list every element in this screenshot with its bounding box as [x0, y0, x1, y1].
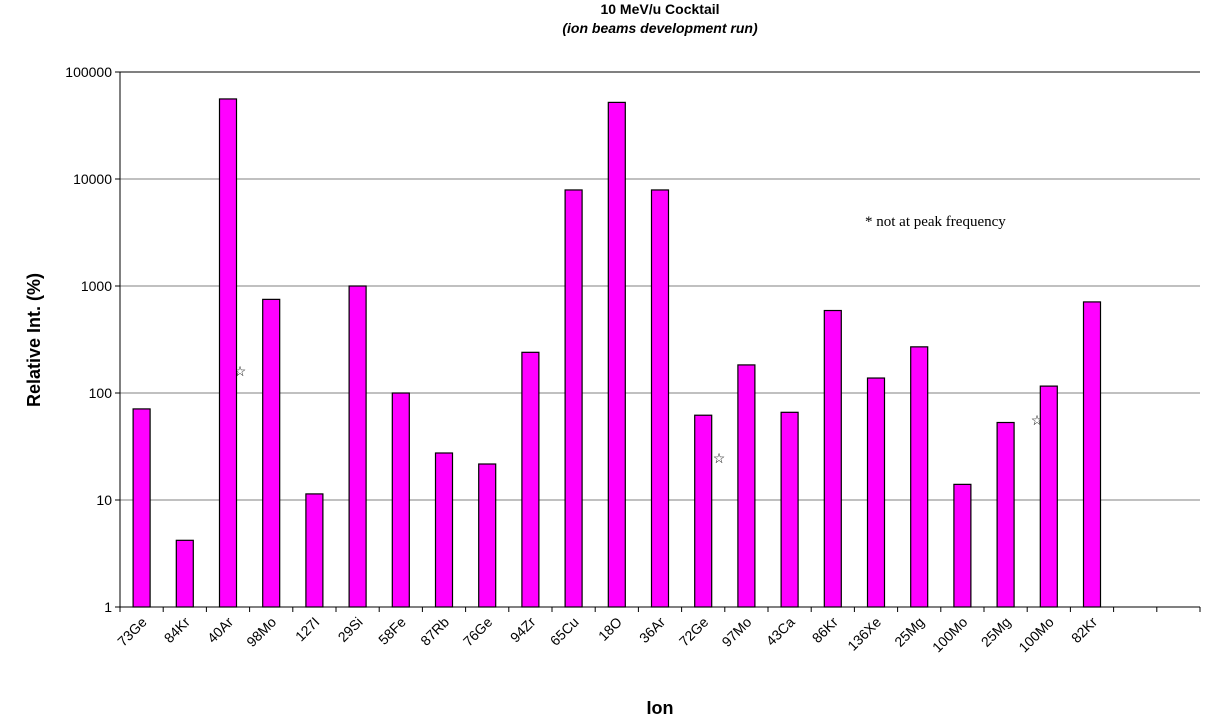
bar — [694, 414, 713, 608]
x-axis-title: Ion — [647, 698, 674, 718]
bar — [132, 408, 151, 608]
bar — [521, 351, 540, 608]
bar — [478, 463, 497, 608]
bar — [1039, 385, 1058, 608]
bar — [218, 98, 238, 608]
bar — [780, 411, 799, 608]
annotation: * not at peak frequency — [865, 214, 1006, 230]
x-tick-label: 98Mo — [243, 614, 279, 650]
x-tick-label: 86Kr — [809, 614, 841, 646]
x-tick-label: 127I — [292, 614, 323, 645]
bar — [607, 101, 626, 608]
x-tick-label: 97Mo — [718, 614, 754, 650]
x-tick-label: 29Si — [335, 614, 366, 645]
x-tick-label: 94Zr — [507, 614, 539, 646]
x-tick-label: 136Xe — [844, 614, 884, 654]
y-tick-label: 100 — [89, 385, 113, 401]
bar — [866, 377, 886, 608]
y-tick-label: 10000 — [73, 171, 112, 187]
y-tick-label: 100000 — [65, 64, 112, 80]
x-tick-label: 18O — [595, 614, 625, 644]
bar — [650, 189, 670, 608]
bar — [564, 189, 583, 608]
x-tick-label: 65Cu — [547, 614, 582, 649]
bar — [910, 346, 929, 608]
y-tick-label: 10 — [96, 492, 112, 508]
x-tick-label: 72Ge — [676, 614, 712, 650]
x-tick-label: 84Kr — [161, 614, 193, 646]
x-tick-label: 40Ar — [204, 614, 236, 646]
x-tick-label: 73Ge — [114, 614, 150, 650]
x-tick-label: 82Kr — [1068, 614, 1100, 646]
bar — [391, 392, 410, 608]
bar — [305, 493, 324, 608]
y-tick-label: 1000 — [81, 278, 112, 294]
star: ☆ — [713, 450, 726, 466]
bar — [996, 421, 1015, 608]
y-axis-title: Relative Int. (%) — [24, 273, 44, 407]
x-tick-label: 58Fe — [375, 614, 409, 648]
x-tick-label: 100Mo — [1015, 614, 1057, 656]
x-tick-label: 25Mg — [891, 614, 927, 650]
bar — [434, 452, 454, 608]
chart-subtitle: (ion beams development run) — [562, 20, 758, 36]
bar — [823, 309, 842, 608]
x-tick-label: 100Mo — [929, 614, 971, 656]
x-tick-label: 76Ge — [460, 614, 496, 650]
bar — [737, 364, 756, 608]
x-tick-label: 36Ar — [636, 614, 668, 646]
bar — [348, 285, 367, 608]
bar — [262, 298, 281, 608]
bar — [1082, 301, 1102, 608]
x-tick-label: 43Ca — [763, 614, 798, 649]
x-tick-label: 25Mg — [978, 614, 1014, 650]
chart-title: 10 MeV/u Cocktail — [600, 1, 719, 17]
bar — [953, 483, 972, 608]
bar — [175, 539, 194, 608]
y-tick-label: 1 — [104, 599, 112, 615]
x-tick-label: 87Rb — [417, 614, 452, 649]
